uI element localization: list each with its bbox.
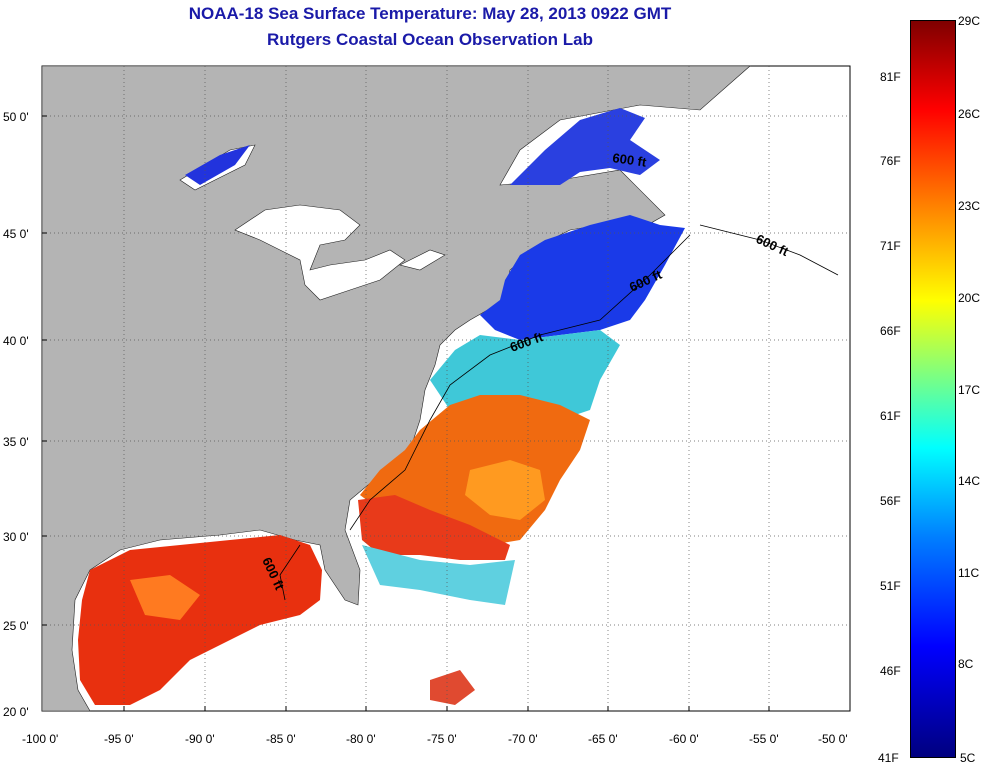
- lon-label: -75 0': [427, 732, 457, 746]
- colorbar-f-label: 51F: [880, 579, 901, 593]
- lon-label: -50 0': [818, 732, 848, 746]
- lat-label: 50 0': [3, 110, 29, 124]
- florida-coast-sst: [358, 495, 510, 560]
- temperature-colorbar: [910, 20, 956, 758]
- colorbar-f-label: 66F: [880, 324, 901, 338]
- lat-label: 35 0': [3, 435, 29, 449]
- hudson-lakes: [185, 145, 250, 185]
- colorbar-f-label: 71F: [880, 239, 901, 253]
- lat-label: 25 0': [3, 619, 29, 633]
- lon-label: -80 0': [346, 732, 376, 746]
- lon-label: -100 0': [22, 732, 58, 746]
- gulf-of-maine-sst: [480, 215, 685, 340]
- colorbar-f-label: 56F: [880, 494, 901, 508]
- st-lawrence-sst: [510, 108, 660, 185]
- gulf-of-mexico-sst: [78, 535, 322, 705]
- lon-label: -95 0': [104, 732, 134, 746]
- lat-label: 30 0': [3, 530, 29, 544]
- colorbar-c-label: 14C: [958, 474, 981, 488]
- caribbean-patch: [430, 670, 475, 705]
- lat-label: 45 0': [3, 227, 29, 241]
- contour-label-1: 600 ft: [612, 150, 648, 170]
- offshore-cyan-sst: [362, 545, 515, 605]
- lon-label: -85 0': [266, 732, 296, 746]
- great-lakes: [179, 144, 446, 301]
- lon-label: -70 0': [508, 732, 538, 746]
- colorbar-c-label: 26C: [958, 107, 981, 121]
- colorbar-f-label: 61F: [880, 409, 901, 423]
- lat-label: 40 0': [3, 334, 29, 348]
- bathymetry-contour: [279, 224, 839, 601]
- colorbar-f-label: 76F: [880, 154, 901, 168]
- gulf-patch-orange: [130, 575, 200, 620]
- axis-ticks: [42, 115, 770, 711]
- lon-label: -90 0': [185, 732, 215, 746]
- lon-label: -60 0': [669, 732, 699, 746]
- colorbar-f-label: 46F: [880, 664, 901, 678]
- colorbar-c-label: 29C: [958, 14, 981, 28]
- colorbar-c-label: 20C: [958, 291, 981, 305]
- colorbar-c-label: 5C: [960, 751, 976, 765]
- map-subtitle: Rutgers Coastal Ocean Observation Lab: [267, 30, 593, 49]
- colorbar-c-label: 17C: [958, 383, 981, 397]
- lon-label: -55 0': [749, 732, 779, 746]
- lat-label: 20 0': [3, 705, 29, 719]
- colorbar-c-label: 23C: [958, 199, 981, 213]
- lon-label: -65 0': [588, 732, 618, 746]
- colorbar-f-label: 41F: [878, 751, 899, 765]
- colorbar-c-label: 11C: [958, 566, 980, 580]
- colorbar-f-label: 81F: [880, 70, 901, 84]
- colorbar-c-label: 8C: [958, 657, 974, 671]
- map-title: NOAA-18 Sea Surface Temperature: May 28,…: [188, 4, 672, 23]
- gulf-stream-core: [465, 460, 545, 520]
- grid-lines: [42, 66, 850, 711]
